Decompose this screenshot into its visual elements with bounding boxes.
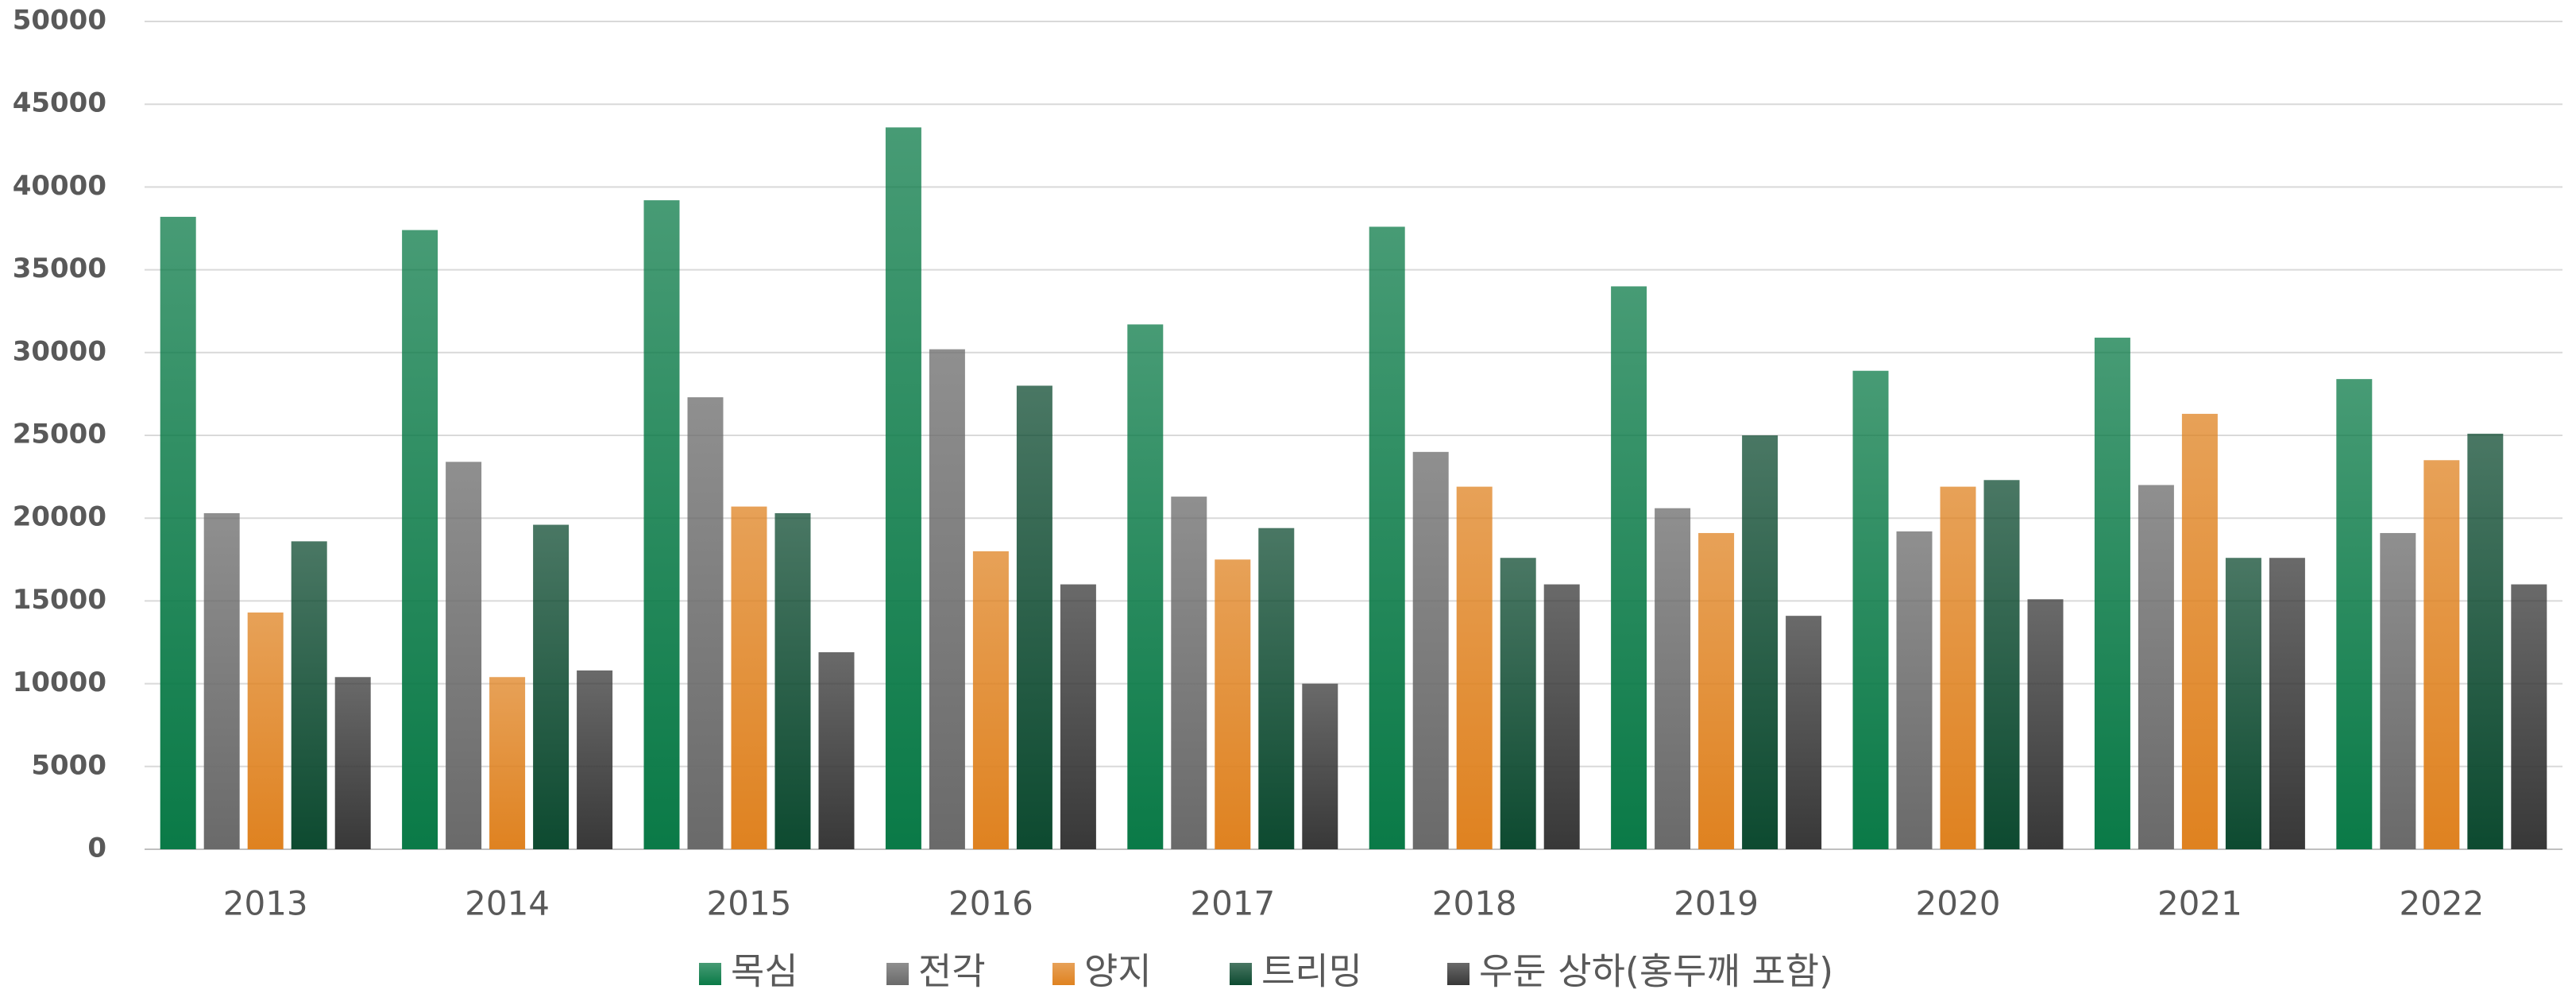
bar: [1215, 559, 1251, 849]
bar: [2094, 338, 2130, 849]
bar: [160, 216, 196, 849]
bar: [446, 462, 482, 849]
bar: [1896, 531, 1933, 849]
bar: [818, 652, 855, 849]
x-tick-label: 2014: [465, 884, 550, 923]
bar: [2336, 379, 2373, 849]
bar: [2380, 532, 2416, 849]
bar: [972, 551, 1009, 849]
bar: [2423, 460, 2460, 849]
bar: [2181, 413, 2218, 849]
legend-label: 전각: [918, 950, 986, 993]
x-tick-label: 2017: [1190, 884, 1275, 923]
bar: [929, 349, 965, 850]
bar: [1016, 385, 1052, 850]
bar: [1655, 508, 1691, 849]
bar: [1302, 683, 1338, 849]
x-tick-label: 2015: [707, 884, 792, 923]
legend-label: 양지: [1084, 950, 1152, 993]
bar: [2511, 584, 2547, 849]
legend-swatch: [1447, 963, 1470, 985]
x-tick-label: 2019: [1674, 884, 1759, 923]
x-tick-label: 2018: [1432, 884, 1517, 923]
bar: [1698, 532, 1735, 849]
y-tick-label: 30000: [13, 335, 106, 367]
bar: [731, 506, 767, 849]
bar: [1171, 497, 1207, 849]
bar: [533, 524, 570, 849]
bar: [1611, 286, 1647, 849]
y-tick-label: 0: [87, 833, 106, 864]
bar: [774, 512, 811, 849]
legend-label: 목심: [731, 950, 798, 993]
x-tick-label: 2022: [2399, 884, 2484, 923]
x-tick-label: 2016: [948, 884, 1033, 923]
x-tick-label: 2020: [1916, 884, 2001, 923]
y-tick-label: 35000: [13, 253, 106, 284]
bar: [1258, 528, 1295, 849]
bar: [402, 230, 438, 850]
bar: [1940, 486, 1976, 849]
bar: [2467, 433, 2504, 849]
legend-swatch: [1052, 963, 1075, 985]
bar: [2225, 558, 2261, 849]
bar: [203, 512, 240, 849]
bar: [2138, 485, 2174, 849]
y-tick-label: 50000: [13, 5, 106, 37]
bar: [1500, 558, 1536, 849]
bar: [1983, 480, 2020, 849]
bar: [291, 541, 327, 849]
bar: [1543, 584, 1580, 849]
bar: [2269, 558, 2305, 849]
y-tick-label: 15000: [13, 584, 106, 616]
bar: [643, 200, 680, 849]
y-tick-label: 25000: [13, 419, 106, 450]
bar: [1456, 486, 1493, 849]
y-tick-label: 5000: [31, 749, 106, 781]
legend-label: 우둔 상하(홍두깨 포함): [1479, 950, 1833, 993]
bar: [334, 677, 371, 849]
bar: [577, 670, 613, 849]
bar: [2027, 599, 2064, 849]
y-tick-label: 45000: [13, 87, 106, 119]
bar: [1852, 370, 1889, 849]
bar: [885, 127, 921, 850]
legend-swatch: [1230, 963, 1252, 985]
y-tick-label: 10000: [13, 667, 106, 698]
bar: [1412, 451, 1449, 849]
legend-label: 트리밍: [1261, 950, 1362, 993]
bar: [687, 397, 724, 849]
bar: [1742, 435, 1778, 849]
legend-swatch: [699, 963, 721, 985]
bar: [1786, 616, 1822, 849]
bar: [247, 612, 284, 849]
y-tick-label: 20000: [13, 501, 106, 533]
legend-swatch: [886, 963, 909, 985]
bar: [1060, 584, 1096, 849]
bar: [1127, 324, 1164, 849]
bar: [489, 677, 526, 849]
x-tick-label: 2013: [223, 884, 308, 923]
y-tick-label: 40000: [13, 170, 106, 202]
x-tick-label: 2021: [2157, 884, 2242, 923]
bar: [1369, 226, 1405, 849]
